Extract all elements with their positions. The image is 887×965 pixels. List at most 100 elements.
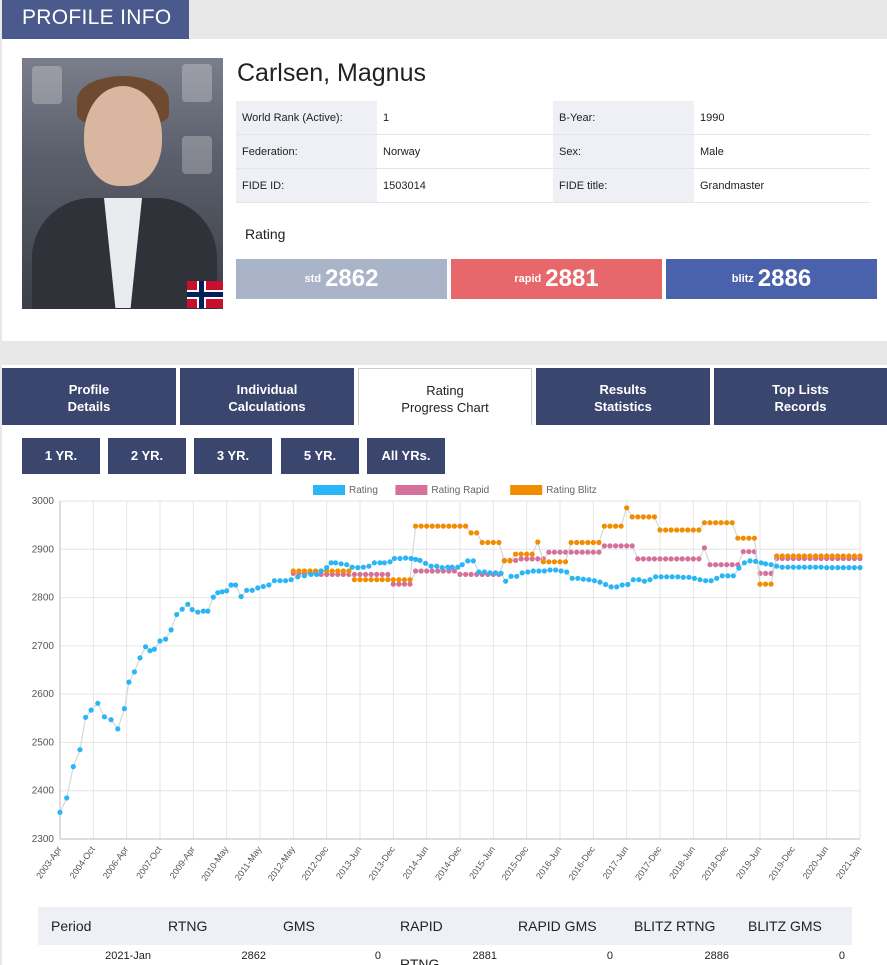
data-point [255, 585, 261, 591]
data-point [403, 555, 409, 561]
x-tick-label: 2004-Oct [68, 844, 98, 880]
data-point [379, 571, 385, 577]
data-point [851, 553, 858, 559]
data-point [547, 567, 553, 573]
data-point [371, 560, 377, 566]
data-point [718, 520, 724, 526]
data-point [329, 568, 335, 574]
range-5yr-button[interactable]: 5 YR. [281, 438, 359, 474]
data-point [417, 557, 423, 563]
data-point [851, 565, 858, 571]
data-point [790, 553, 796, 559]
data-point [451, 568, 457, 574]
data-point [445, 564, 451, 570]
data-point [308, 571, 314, 577]
x-tick-label: 2007-Oct [134, 844, 164, 880]
profile-info-grid: World Rank (Active): 1 B-Year: 1990 Fede… [236, 101, 870, 203]
data-point [508, 573, 514, 579]
data-point [846, 553, 852, 559]
data-point [636, 577, 642, 583]
data-point [575, 575, 581, 581]
data-point [210, 594, 216, 600]
rapid-rating-label: rapid [514, 273, 542, 285]
data-point [535, 539, 541, 545]
data-point [551, 559, 558, 565]
data-point [635, 556, 641, 562]
data-point [424, 568, 430, 574]
tab-top-lists-records[interactable]: Top Lists Records [714, 368, 887, 425]
y-tick-label: 2300 [32, 834, 55, 845]
data-point [690, 527, 696, 533]
data-point [296, 568, 302, 574]
range-all-years-button[interactable]: All YRs. [367, 438, 445, 474]
data-point [619, 582, 625, 588]
x-tick-label: 2019-Dec [766, 844, 797, 882]
cell-blitz-rtng: 2886 [704, 950, 729, 962]
data-point [635, 514, 641, 520]
tab-results-statistics[interactable]: Results Statistics [536, 368, 710, 425]
col-header-rapid-gms: RAPID GMS [518, 918, 597, 934]
data-point [701, 520, 708, 526]
x-tick-label: 2010-May [199, 844, 230, 883]
data-point [457, 571, 463, 577]
range-2yr-button[interactable]: 2 YR. [108, 438, 186, 474]
data-point [174, 611, 180, 618]
data-point [366, 563, 372, 569]
data-point [696, 527, 702, 533]
range-3yr-button[interactable]: 3 YR. [194, 438, 272, 474]
tab-rating-progress-chart[interactable]: Rating Progress Chart [358, 368, 532, 425]
data-point [496, 539, 502, 546]
tab-profile-details[interactable]: Profile Details [2, 368, 176, 425]
data-point [238, 594, 244, 600]
data-point [137, 655, 143, 661]
field-value: 1990 [700, 112, 725, 124]
data-point [83, 714, 89, 720]
range-1yr-button[interactable]: 1 YR. [22, 438, 100, 474]
tab-individual-calculations[interactable]: Individual Calculations [180, 368, 354, 425]
data-point [774, 563, 780, 569]
data-point [685, 527, 691, 533]
data-point [807, 564, 813, 570]
data-point [396, 581, 402, 587]
data-point [608, 584, 614, 590]
data-point [381, 560, 387, 566]
legend-label: Rating Rapid [431, 485, 489, 496]
data-point [413, 568, 419, 574]
data-point [423, 560, 429, 566]
data-point [126, 679, 132, 685]
data-point [468, 571, 474, 577]
data-point [607, 523, 613, 529]
data-point [563, 549, 569, 555]
data-point [768, 562, 774, 568]
data-point [301, 573, 307, 579]
data-point [647, 577, 653, 583]
data-point [514, 573, 520, 579]
field-label: Sex: [553, 135, 694, 168]
data-point [121, 706, 127, 712]
rating-progress-chart: 2300 2400 2500 2600 2700 2800 2900 3000 2003-Apr… [32, 485, 864, 883]
data-point [630, 577, 636, 583]
data-point [57, 809, 63, 815]
cell-period: 2021-Jan [105, 950, 151, 962]
data-point [507, 558, 513, 564]
data-point [668, 527, 674, 533]
x-tick-label: 2021-Jan [834, 844, 864, 880]
data-point [574, 549, 580, 555]
data-point [597, 579, 603, 585]
profile-card: Carlsen, Magnus World Rank (Active): 1 B… [2, 39, 887, 341]
data-point [668, 556, 674, 562]
data-point [390, 577, 396, 583]
data-point [835, 553, 841, 559]
data-point [529, 551, 535, 557]
data-point [740, 535, 746, 541]
data-point [205, 608, 211, 614]
data-point [277, 578, 283, 584]
data-point [244, 587, 250, 593]
data-point [818, 564, 824, 570]
legend-label: Rating Blitz [546, 485, 597, 496]
data-point [857, 553, 863, 559]
data-point [564, 569, 570, 575]
y-tick-label: 2400 [32, 786, 55, 797]
data-point [846, 565, 852, 571]
data-point [763, 570, 769, 576]
